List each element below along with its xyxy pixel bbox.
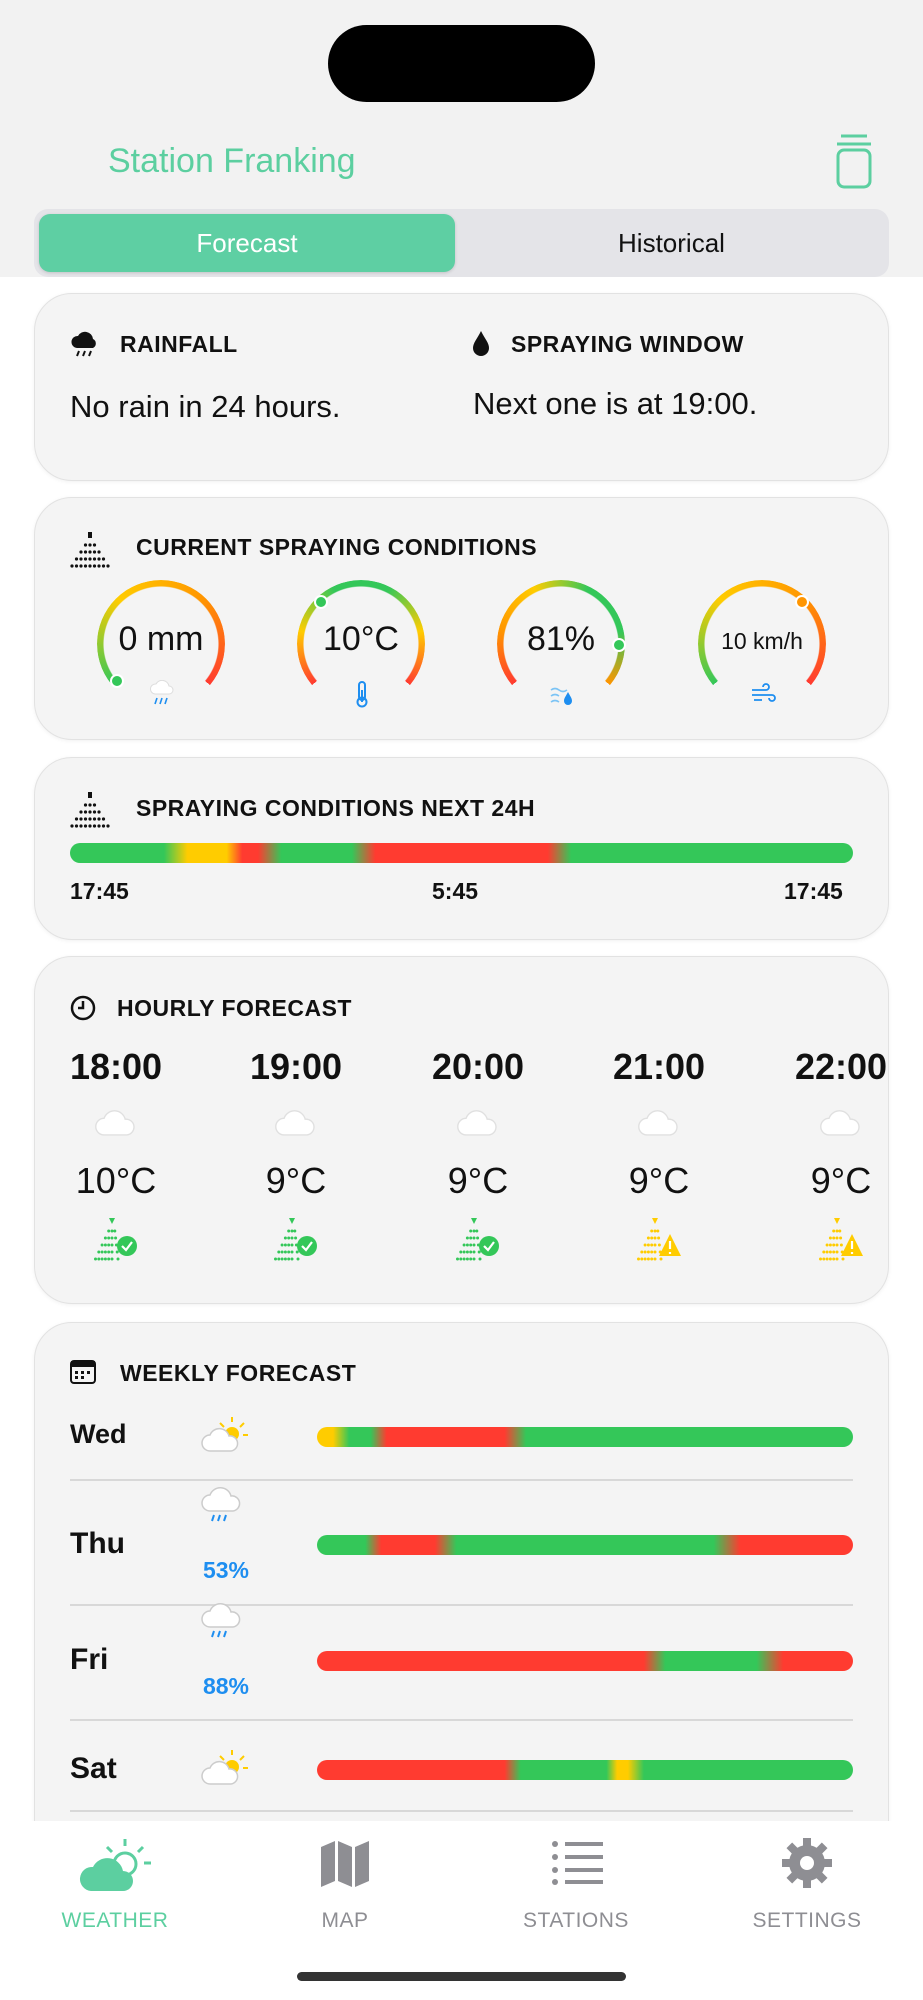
divider [70,1810,853,1812]
weekday-label: Fri [70,1643,109,1676]
gauge-value: 10 km/h [721,628,803,654]
sprayer-icon [70,792,110,828]
map-icon [321,1841,369,1887]
tab-label: STATIONS [523,1909,629,1932]
gauge-value: 81% [526,620,596,658]
gauge-indicator [313,595,328,610]
list-icon [552,1841,603,1885]
rainfall-value: No rain in 24 hours. [70,389,341,424]
weather-icon [79,1839,151,1891]
tab-label: MAP [321,1909,369,1932]
gauge-indicator [109,674,124,689]
gauge-wind: 10 km/h [698,580,826,708]
day-conditions-bar [317,1427,853,1447]
day-conditions-bar [317,1535,853,1555]
gauge-humidity: 81% [497,580,626,708]
weekly-forecast-label: WEEKLY FORECAST [120,1360,357,1386]
tab-historical[interactable]: Historical [618,227,725,258]
gear-icon [782,1838,832,1888]
day-conditions-bar [317,1760,853,1780]
precipitation-chance: 88% [202,1673,250,1699]
weekday-label: Thu [70,1527,125,1560]
sprayer-icon [70,532,110,568]
summary-card [34,293,889,481]
tab-bar: WEATHER MAP STATIONS SETTINGS [0,1821,923,2000]
rainfall-label: RAINFALL [120,331,238,357]
wind-icon [752,683,776,702]
next24-end-time: 17:45 [784,878,843,904]
station-title: Station Franking [108,142,356,180]
spraying-window-value: Next one is at 19:00. [473,386,758,421]
calendar-icon [70,1360,96,1384]
tab-label: SETTINGS [752,1909,862,1932]
gauge-value: 10°C [323,620,399,658]
spraying-window-label: SPRAYING WINDOW [511,331,744,357]
gauge-indicator [795,595,810,610]
rain-cloud-icon [201,1603,241,1638]
next24-middle-time: 5:45 [432,878,479,904]
thermometer-icon [356,681,368,708]
segmented-control: Forecast Historical [34,209,889,277]
divider [70,1604,853,1606]
current-conditions-label: CURRENT SPRAYING CONDITIONS [136,534,538,560]
home-indicator[interactable] [297,1972,626,1981]
next24-label: SPRAYING CONDITIONS NEXT 24H [136,795,536,821]
weekday-label: Sat [70,1752,117,1785]
day-conditions-bar [317,1651,853,1671]
rain-cloud-icon [71,331,96,357]
gauge-indicator [611,638,626,652]
divider [70,1719,853,1721]
gauge-rain: 0 mm [97,580,225,708]
gauge-thermometer: 10°C [297,580,425,708]
drop-icon [473,331,489,356]
hourly-forecast-label: HOURLY FORECAST [117,995,352,1021]
rain-icon [149,680,174,705]
divider [70,1479,853,1481]
trash-icon[interactable] [833,132,875,190]
humidity-icon [550,687,572,705]
clock-icon [70,995,96,1021]
precipitation-chance: 53% [202,1557,250,1583]
tab-forecast[interactable]: Forecast [39,214,455,272]
dynamic-island [328,25,595,102]
gauge-value: 0 mm [118,620,204,658]
partly-sunny-icon [201,1750,248,1785]
gauge-arc [497,580,625,708]
next24-start-time: 17:45 [70,878,129,904]
rain-cloud-icon [201,1487,241,1522]
partly-sunny-icon [201,1417,248,1452]
weekday-label: Wed [70,1419,127,1449]
next24-conditions-bar [70,843,853,863]
tab-label: WEATHER [61,1909,169,1932]
